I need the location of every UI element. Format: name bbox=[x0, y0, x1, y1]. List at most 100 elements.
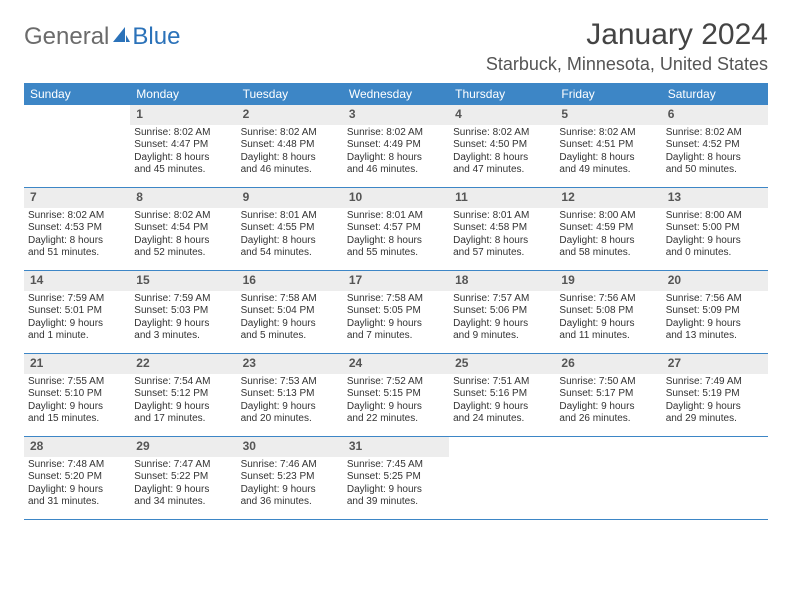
daylight-text: and 20 minutes. bbox=[241, 413, 339, 426]
day-cell: 15Sunrise: 7:59 AMSunset: 5:03 PMDayligh… bbox=[130, 271, 236, 353]
sunset-text: Sunset: 5:06 PM bbox=[453, 305, 551, 318]
day-cell: 18Sunrise: 7:57 AMSunset: 5:06 PMDayligh… bbox=[449, 271, 555, 353]
dow-cell: Monday bbox=[130, 83, 236, 105]
sunrise-text: Sunrise: 7:53 AM bbox=[241, 376, 339, 389]
daylight-text: Daylight: 8 hours bbox=[453, 152, 551, 165]
sunset-text: Sunset: 5:01 PM bbox=[28, 305, 126, 318]
daylight-text: Daylight: 9 hours bbox=[134, 484, 232, 497]
sunrise-text: Sunrise: 7:52 AM bbox=[347, 376, 445, 389]
sail-icon bbox=[111, 24, 131, 49]
sunset-text: Sunset: 5:09 PM bbox=[666, 305, 764, 318]
sunset-text: Sunset: 4:54 PM bbox=[134, 222, 232, 235]
sunset-text: Sunset: 5:17 PM bbox=[559, 388, 657, 401]
day-number-bar: 22 bbox=[130, 354, 236, 374]
day-number: 25 bbox=[455, 356, 468, 370]
sunset-text: Sunset: 4:55 PM bbox=[241, 222, 339, 235]
day-number-bar: 17 bbox=[343, 271, 449, 291]
day-number-bar: 11 bbox=[449, 188, 555, 208]
daylight-text: Daylight: 8 hours bbox=[559, 152, 657, 165]
sunrise-text: Sunrise: 7:59 AM bbox=[134, 293, 232, 306]
day-number-bar: 26 bbox=[555, 354, 661, 374]
day-number: 27 bbox=[668, 356, 681, 370]
daylight-text: and 45 minutes. bbox=[134, 164, 232, 177]
daylight-text: Daylight: 8 hours bbox=[666, 152, 764, 165]
week-row: 28Sunrise: 7:48 AMSunset: 5:20 PMDayligh… bbox=[24, 437, 768, 520]
daylight-text: and 29 minutes. bbox=[666, 413, 764, 426]
day-number-bar: 19 bbox=[555, 271, 661, 291]
daylight-text: and 47 minutes. bbox=[453, 164, 551, 177]
day-number-bar: 10 bbox=[343, 188, 449, 208]
sunrise-text: Sunrise: 8:02 AM bbox=[453, 127, 551, 140]
sunrise-text: Sunrise: 8:02 AM bbox=[347, 127, 445, 140]
daylight-text: and 39 minutes. bbox=[347, 496, 445, 509]
day-cell: 10Sunrise: 8:01 AMSunset: 4:57 PMDayligh… bbox=[343, 188, 449, 270]
daylight-text: Daylight: 8 hours bbox=[559, 235, 657, 248]
sunrise-text: Sunrise: 8:02 AM bbox=[28, 210, 126, 223]
brand-text-part2: Blue bbox=[132, 25, 180, 49]
day-cell bbox=[555, 437, 661, 519]
sunrise-text: Sunrise: 7:46 AM bbox=[241, 459, 339, 472]
sunset-text: Sunset: 4:52 PM bbox=[666, 139, 764, 152]
day-cell: 3Sunrise: 8:02 AMSunset: 4:49 PMDaylight… bbox=[343, 105, 449, 187]
daylight-text: Daylight: 8 hours bbox=[134, 152, 232, 165]
daylight-text: Daylight: 9 hours bbox=[347, 484, 445, 497]
sunset-text: Sunset: 5:12 PM bbox=[134, 388, 232, 401]
day-cell bbox=[662, 437, 768, 519]
header: General Blue January 2024 Starbuck, Minn… bbox=[24, 18, 768, 75]
daylight-text: Daylight: 9 hours bbox=[241, 484, 339, 497]
sunrise-text: Sunrise: 8:02 AM bbox=[134, 127, 232, 140]
sunrise-text: Sunrise: 7:58 AM bbox=[241, 293, 339, 306]
daylight-text: Daylight: 9 hours bbox=[28, 401, 126, 414]
sunrise-text: Sunrise: 8:02 AM bbox=[241, 127, 339, 140]
daylight-text: and 51 minutes. bbox=[28, 247, 126, 260]
sunset-text: Sunset: 4:47 PM bbox=[134, 139, 232, 152]
sunset-text: Sunset: 4:48 PM bbox=[241, 139, 339, 152]
daylight-text: Daylight: 9 hours bbox=[134, 318, 232, 331]
day-cell: 7Sunrise: 8:02 AMSunset: 4:53 PMDaylight… bbox=[24, 188, 130, 270]
day-cell bbox=[24, 105, 130, 187]
day-cell: 4Sunrise: 8:02 AMSunset: 4:50 PMDaylight… bbox=[449, 105, 555, 187]
week-row: 14Sunrise: 7:59 AMSunset: 5:01 PMDayligh… bbox=[24, 271, 768, 354]
day-number: 15 bbox=[136, 273, 149, 287]
day-number-bar: 7 bbox=[24, 188, 130, 208]
sunset-text: Sunset: 4:51 PM bbox=[559, 139, 657, 152]
daylight-text: and 22 minutes. bbox=[347, 413, 445, 426]
sunset-text: Sunset: 5:25 PM bbox=[347, 471, 445, 484]
day-number: 23 bbox=[243, 356, 256, 370]
day-number-bar: 4 bbox=[449, 105, 555, 125]
day-number-bar: 20 bbox=[662, 271, 768, 291]
day-number: 4 bbox=[455, 107, 462, 121]
sunset-text: Sunset: 5:10 PM bbox=[28, 388, 126, 401]
day-cell: 8Sunrise: 8:02 AMSunset: 4:54 PMDaylight… bbox=[130, 188, 236, 270]
day-number: 5 bbox=[561, 107, 568, 121]
day-number-bar: 2 bbox=[237, 105, 343, 125]
day-number-bar: 12 bbox=[555, 188, 661, 208]
day-cell: 31Sunrise: 7:45 AMSunset: 5:25 PMDayligh… bbox=[343, 437, 449, 519]
day-number-bar: 8 bbox=[130, 188, 236, 208]
day-number: 12 bbox=[561, 190, 574, 204]
day-number-bar: 27 bbox=[662, 354, 768, 374]
daylight-text: and 50 minutes. bbox=[666, 164, 764, 177]
day-cell: 9Sunrise: 8:01 AMSunset: 4:55 PMDaylight… bbox=[237, 188, 343, 270]
dow-cell: Sunday bbox=[24, 83, 130, 105]
day-number: 6 bbox=[668, 107, 675, 121]
location-text: Starbuck, Minnesota, United States bbox=[486, 54, 768, 75]
daylight-text: and 17 minutes. bbox=[134, 413, 232, 426]
dow-cell: Saturday bbox=[662, 83, 768, 105]
day-number-bar: 1 bbox=[130, 105, 236, 125]
sunrise-text: Sunrise: 8:02 AM bbox=[559, 127, 657, 140]
daylight-text: and 1 minute. bbox=[28, 330, 126, 343]
day-number-bar: 5 bbox=[555, 105, 661, 125]
daylight-text: Daylight: 9 hours bbox=[559, 401, 657, 414]
day-number-bar: 13 bbox=[662, 188, 768, 208]
day-cell: 2Sunrise: 8:02 AMSunset: 4:48 PMDaylight… bbox=[237, 105, 343, 187]
day-number: 10 bbox=[349, 190, 362, 204]
daylight-text: Daylight: 9 hours bbox=[347, 318, 445, 331]
daylight-text: and 7 minutes. bbox=[347, 330, 445, 343]
dow-cell: Friday bbox=[555, 83, 661, 105]
daylight-text: Daylight: 9 hours bbox=[453, 318, 551, 331]
sunrise-text: Sunrise: 8:02 AM bbox=[134, 210, 232, 223]
dow-cell: Thursday bbox=[449, 83, 555, 105]
sunrise-text: Sunrise: 7:59 AM bbox=[28, 293, 126, 306]
daylight-text: Daylight: 9 hours bbox=[666, 318, 764, 331]
